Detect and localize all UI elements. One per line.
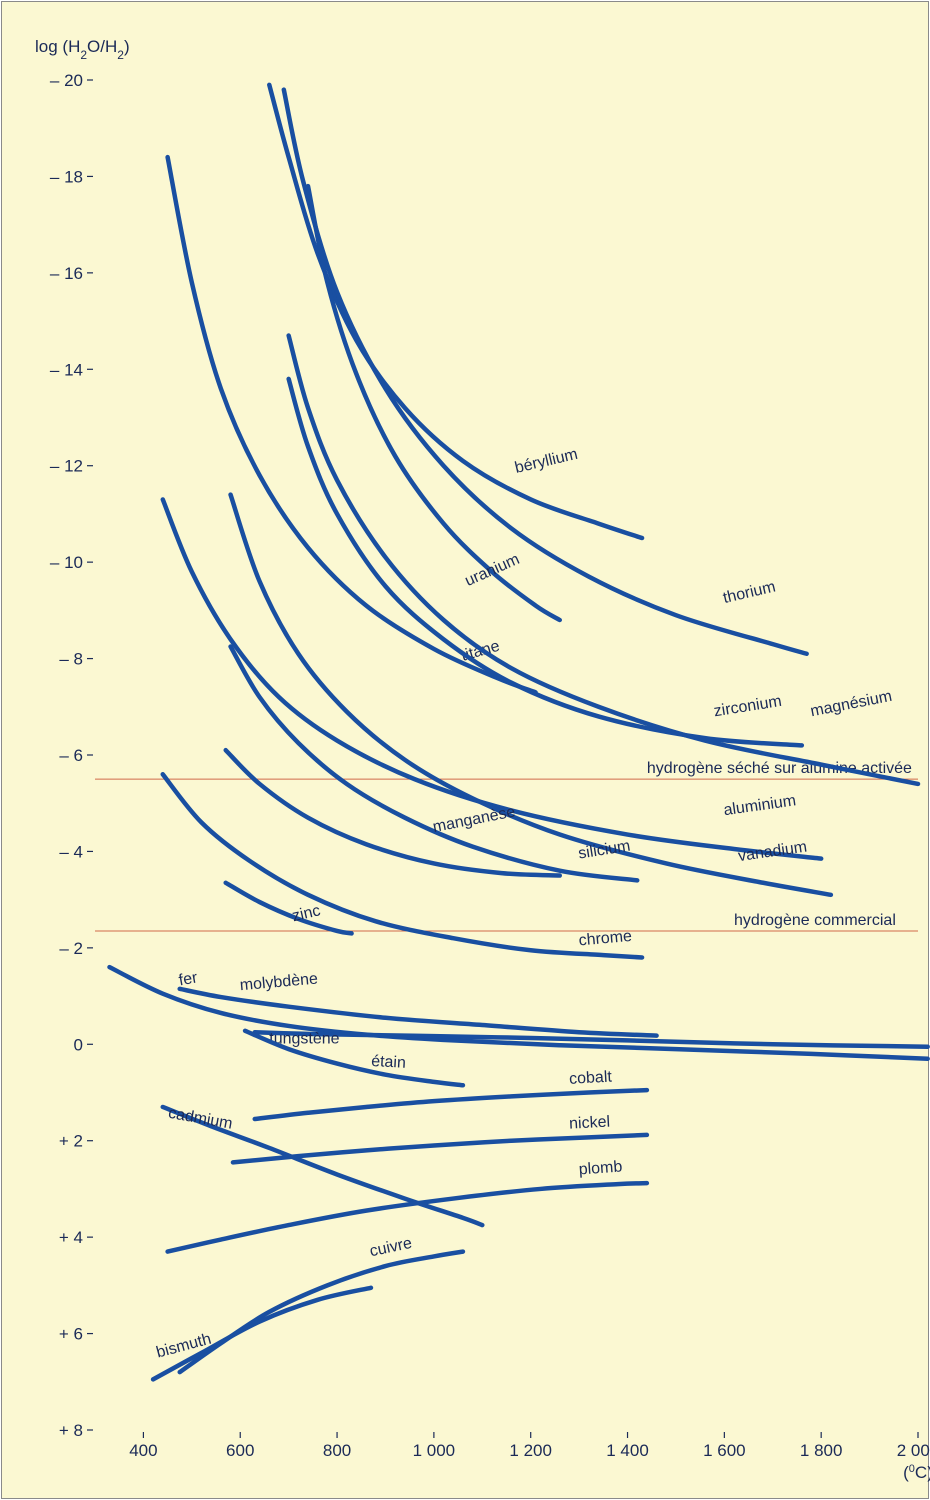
curve-label-plomb: plomb — [578, 1158, 623, 1178]
curve-label-nickel: nickel — [569, 1114, 611, 1133]
y-tick-label: + 2 — [59, 1132, 83, 1151]
chart-background — [2, 2, 929, 1499]
curve-label-étain: étain — [371, 1053, 407, 1072]
y-tick-label: – 20 — [50, 71, 83, 90]
y-tick-label: + 4 — [59, 1228, 83, 1247]
reference-line-label: hydrogène commercial — [734, 912, 896, 929]
x-tick-label: 600 — [226, 1441, 254, 1460]
x-tick-label: 1 000 — [413, 1441, 456, 1460]
y-tick-label: – 10 — [50, 553, 83, 572]
y-tick-label: + 8 — [59, 1421, 83, 1440]
y-tick-label: + 6 — [59, 1325, 83, 1344]
y-tick-label: – 14 — [50, 360, 83, 379]
y-tick-label: – 12 — [50, 457, 83, 476]
chart-svg: hydrogène séché sur alumine activéehydro… — [0, 0, 930, 1500]
y-tick-label: – 6 — [59, 746, 83, 765]
y-tick-label: – 18 — [50, 167, 83, 186]
x-tick-label: 400 — [129, 1441, 157, 1460]
x-axis-unit: (0C) — [903, 1463, 930, 1482]
y-tick-label: – 2 — [59, 939, 83, 958]
x-tick-label: 800 — [323, 1441, 351, 1460]
x-tick-label: 1 600 — [703, 1441, 746, 1460]
curve-label-cobalt: cobalt — [569, 1069, 613, 1088]
x-tick-label: 1 200 — [509, 1441, 552, 1460]
y-tick-label: – 16 — [50, 264, 83, 283]
y-tick-label: – 4 — [59, 842, 83, 861]
curve-label-fer: fer — [177, 969, 199, 989]
y-tick-label: – 8 — [59, 650, 83, 669]
x-tick-label: 1 400 — [606, 1441, 649, 1460]
x-tick-label: 1 800 — [800, 1441, 843, 1460]
chart-container: hydrogène séché sur alumine activéehydro… — [0, 0, 930, 1500]
x-tick-label: 2 000 — [897, 1441, 930, 1460]
y-tick-label: 0 — [74, 1035, 83, 1054]
